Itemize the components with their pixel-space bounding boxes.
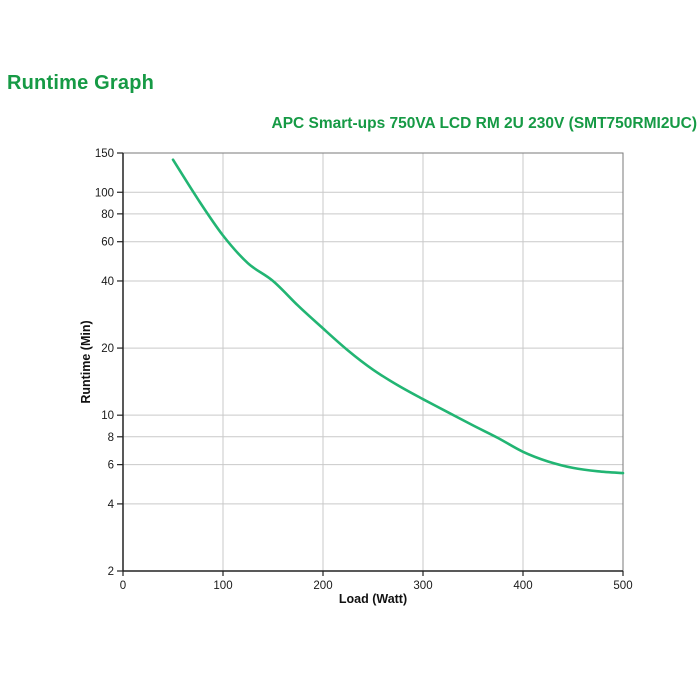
x-tick-label: 400 [513,580,532,592]
y-tick-label: 40 [101,276,114,288]
y-tick-label: 60 [101,237,114,249]
gridlines [123,153,623,571]
y-tick-label: 8 [108,432,114,444]
x-tick-label: 200 [313,580,332,592]
plot-border [122,152,624,572]
y-axis-label: Runtime (Min) [79,320,93,403]
x-tick-label: 0 [120,580,126,592]
x-tick-label: 500 [613,580,632,592]
y-tick-label: 100 [95,187,114,199]
chart-title: APC Smart-ups 750VA LCD RM 2U 230V (SMT7… [271,115,698,132]
y-tick-label: 20 [101,343,114,355]
runtime-curve [171,158,625,475]
x-axis-label: Load (Watt) [339,592,407,606]
x-tick-label: 100 [213,580,232,592]
page-title: Runtime Graph [7,72,155,94]
x-tick-label: 300 [413,580,432,592]
y-tick-label: 6 [108,460,114,472]
y-tick-label: 10 [101,410,114,422]
y-tick-label: 150 [95,148,114,160]
y-tick-label: 80 [101,209,114,221]
y-tick-label: 4 [108,499,115,511]
tick-marks-and-labels: 0 100 200 300 400 500 2 4 6 8 10 20 40 60 80 100 150 [95,148,633,592]
plot-frame [122,152,624,572]
y-tick-label: 2 [108,566,114,578]
